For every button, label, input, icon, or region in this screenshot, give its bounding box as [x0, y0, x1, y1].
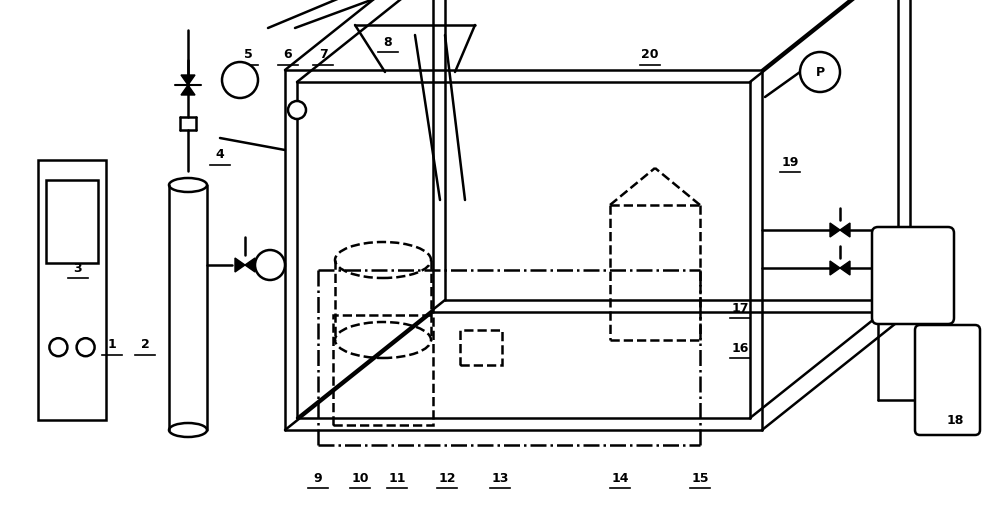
- Bar: [333, 315, 433, 425]
- Text: 9: 9: [314, 472, 322, 485]
- Circle shape: [77, 338, 95, 356]
- Polygon shape: [840, 261, 850, 275]
- Text: 14: 14: [611, 472, 629, 485]
- Polygon shape: [245, 258, 255, 272]
- FancyBboxPatch shape: [915, 325, 980, 435]
- Text: 15: 15: [691, 472, 709, 485]
- Text: 16: 16: [731, 342, 749, 354]
- Text: 13: 13: [491, 472, 509, 485]
- Text: 4: 4: [216, 149, 224, 162]
- Circle shape: [288, 101, 306, 119]
- Text: 11: 11: [388, 472, 406, 485]
- Text: 17: 17: [731, 301, 749, 314]
- Text: 3: 3: [74, 262, 82, 275]
- Text: 1: 1: [108, 338, 116, 351]
- Text: 6: 6: [284, 49, 292, 61]
- Circle shape: [255, 250, 285, 280]
- Bar: [460, 330, 502, 365]
- Bar: [46, 180, 98, 263]
- Circle shape: [49, 338, 67, 356]
- Polygon shape: [830, 223, 840, 237]
- Text: 19: 19: [781, 155, 799, 169]
- Circle shape: [800, 52, 840, 92]
- Text: 18: 18: [946, 413, 964, 427]
- Polygon shape: [181, 75, 195, 85]
- Text: 5: 5: [244, 49, 252, 61]
- Text: 12: 12: [438, 472, 456, 485]
- Polygon shape: [181, 85, 195, 95]
- Polygon shape: [830, 261, 840, 275]
- Text: 8: 8: [384, 36, 392, 49]
- Text: 7: 7: [319, 49, 327, 61]
- Text: 2: 2: [141, 338, 149, 351]
- Circle shape: [222, 62, 258, 98]
- Text: 10: 10: [351, 472, 369, 485]
- Text: P: P: [815, 66, 825, 78]
- FancyBboxPatch shape: [872, 227, 954, 324]
- Text: 20: 20: [641, 49, 659, 61]
- Polygon shape: [840, 223, 850, 237]
- Polygon shape: [235, 258, 245, 272]
- Bar: [38, 160, 106, 420]
